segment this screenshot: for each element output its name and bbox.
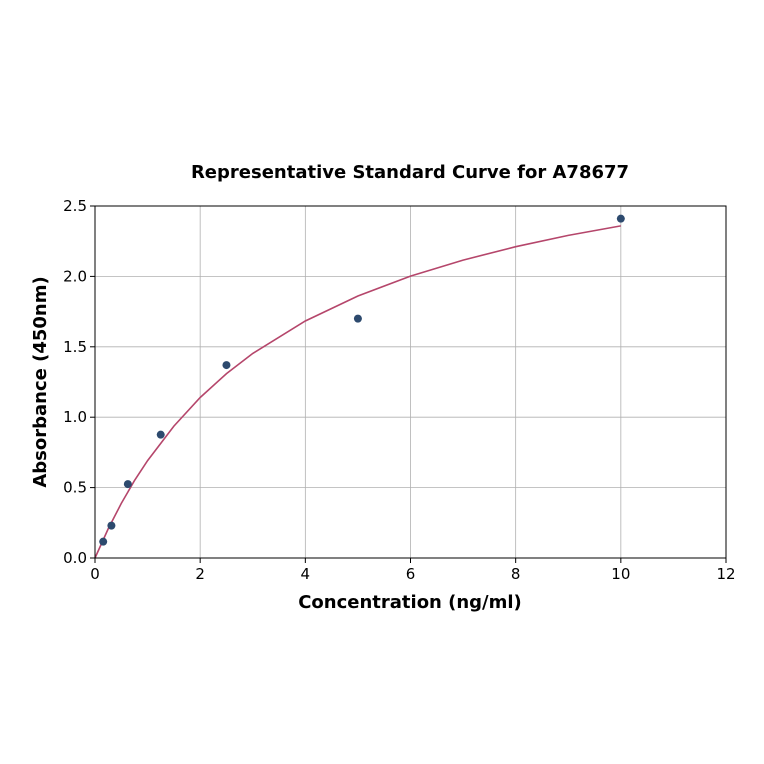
x-tick-label: 2 bbox=[195, 565, 205, 583]
y-tick-label: 0.5 bbox=[63, 479, 87, 497]
data-point bbox=[222, 361, 231, 370]
y-axis-label: Absorbance (450nm) bbox=[30, 276, 51, 487]
fit-curve-group bbox=[94, 225, 621, 559]
x-tick-label: 4 bbox=[301, 565, 311, 583]
y-tick-label: 0.0 bbox=[63, 549, 87, 567]
y-tick-label: 2.5 bbox=[63, 197, 87, 215]
x-tick-label: 12 bbox=[716, 565, 735, 583]
x-axis-label: Concentration (ng/ml) bbox=[298, 592, 522, 613]
y-tick-label: 1.0 bbox=[63, 408, 87, 426]
data-point bbox=[156, 430, 165, 439]
data-point bbox=[107, 521, 116, 530]
data-point bbox=[353, 314, 362, 323]
x-tick-label: 0 bbox=[90, 565, 100, 583]
x-tick-label: 8 bbox=[511, 565, 521, 583]
y-tick-label: 1.5 bbox=[63, 338, 87, 356]
x-tick-label: 10 bbox=[611, 565, 630, 583]
fit-curve bbox=[94, 225, 621, 559]
x-ticks: 0 2 4 6 8 10 12 bbox=[90, 558, 736, 583]
data-point bbox=[99, 537, 108, 546]
grid bbox=[94, 205, 727, 559]
y-ticks: 0.0 0.5 1.0 1.5 2.0 2.5 bbox=[63, 197, 95, 567]
x-tick-label: 6 bbox=[406, 565, 416, 583]
chart-title: Representative Standard Curve for A78677 bbox=[191, 162, 629, 183]
data-points bbox=[99, 214, 625, 546]
data-point bbox=[616, 214, 625, 223]
y-tick-label: 2.0 bbox=[63, 267, 87, 285]
data-point bbox=[123, 480, 132, 489]
